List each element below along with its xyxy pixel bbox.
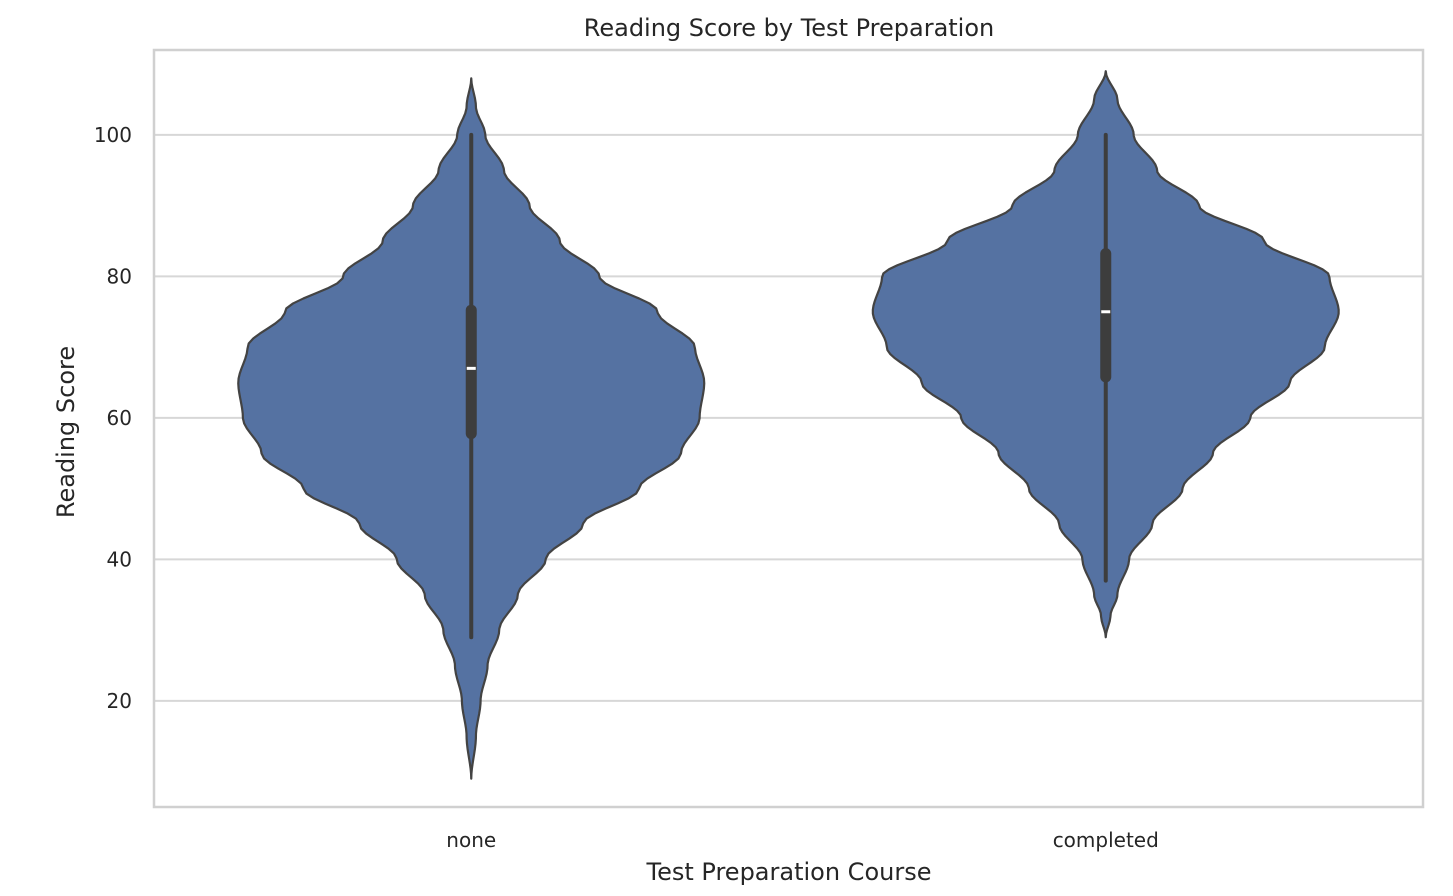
violin-iqr-box [465,304,477,440]
y-tick-label: 20 [107,689,132,713]
violins [237,70,1340,780]
y-tick-label: 40 [107,547,132,571]
chart-title: Reading Score by Test Preparation [584,14,995,42]
x-tick-label: completed [1053,828,1159,852]
y-tick-label: 80 [107,264,132,288]
plot-frame [152,48,1425,809]
x-tick-label: none [446,828,496,852]
y-axis-ticks: 20 40 60 80 100 [94,123,132,713]
x-axis-ticks: none completed [446,828,1159,852]
x-axis-label: Test Preparation Course [646,858,932,886]
y-axis-label: Reading Score [52,346,80,518]
y-tick-label: 60 [107,406,132,430]
violin-iqr-box [1100,248,1112,383]
y-tick-label: 100 [94,123,132,147]
